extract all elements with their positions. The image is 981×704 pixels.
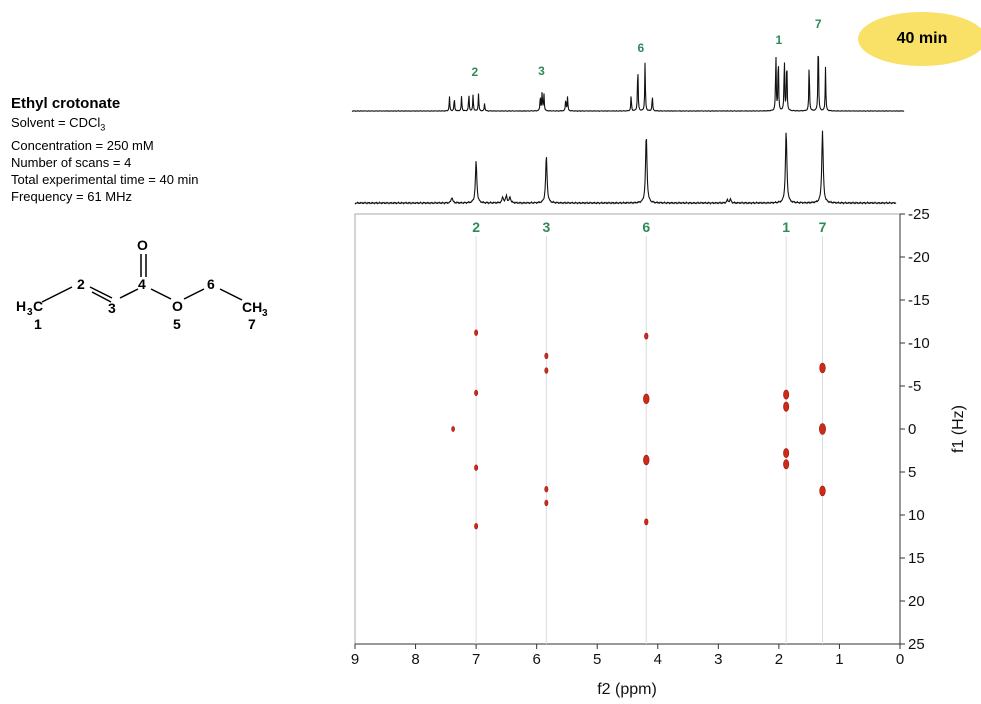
top-peak-label-1: 1	[776, 33, 783, 47]
bond-c3-c4	[119, 288, 139, 299]
peak-label-1: 1	[782, 219, 790, 235]
atom-number-1: 1	[34, 316, 42, 332]
time-badge-label: 40 min	[896, 30, 948, 47]
atom-number-6: 6	[207, 276, 215, 292]
atom-ch3-right-sub: 3	[262, 308, 268, 319]
concentration-line: Concentration = 250 mM	[11, 137, 154, 153]
y-tick-label: -5	[908, 378, 921, 395]
x-tick-label: 2	[775, 651, 783, 668]
y-tick-label: 10	[908, 507, 925, 524]
y-tick-label: 5	[908, 464, 916, 481]
jres-peak	[644, 332, 649, 340]
atom-number-4: 4	[138, 276, 146, 292]
x-tick-label: 1	[835, 651, 843, 668]
atom-o-carbonyl: O	[137, 237, 148, 253]
y-tick-label: -25	[908, 206, 930, 223]
atom-number-7: 7	[248, 316, 256, 332]
y-tick-label: -10	[908, 335, 930, 352]
atom-h-left: H	[16, 298, 26, 314]
jres-peak	[544, 352, 549, 360]
bond-c1-c2	[41, 286, 73, 303]
molecule-structure: O O H 3 C CH 3 1 2 3 4 5 6 7	[16, 237, 268, 332]
jres-peak	[643, 393, 650, 405]
jres-peak	[819, 362, 826, 374]
atom-number-2: 2	[77, 276, 85, 292]
jres-peak	[644, 518, 649, 526]
jres-peak	[544, 486, 549, 493]
jres-peak	[474, 389, 479, 397]
x-tick-label: 3	[714, 651, 722, 668]
projection-1d-spectrum	[354, 130, 897, 205]
frequency-line: Frequency = 61 MHz	[11, 188, 133, 204]
bond-c6-c7	[219, 288, 243, 301]
y-tick-label: -20	[908, 249, 930, 266]
jres-peak	[819, 485, 826, 497]
top-peak-label-2: 2	[472, 65, 479, 79]
bottom-trace-group-line	[354, 130, 897, 205]
x-tick-label: 7	[472, 651, 480, 668]
solvent-text: Solvent = CDCl	[11, 115, 101, 130]
atom-h-left-sub: 3	[27, 307, 33, 318]
x-tick-label: 0	[896, 651, 904, 668]
atom-o-ester: O	[172, 298, 183, 314]
x-tick-label: 8	[411, 651, 419, 668]
x-tick-label: 6	[532, 651, 540, 668]
scans-line: Number of scans = 4	[11, 154, 132, 170]
jres-peak	[783, 448, 790, 459]
jres-peak	[474, 464, 479, 471]
atom-number-3: 3	[108, 300, 116, 316]
bond-c2-c3-double	[91, 291, 112, 303]
top-peak-label-6: 6	[637, 41, 644, 55]
jres-peak	[451, 426, 455, 432]
solvent-subscript: 3	[100, 122, 106, 133]
y-tick-label: 20	[908, 593, 925, 610]
y-axis-label: f1 (Hz)	[950, 405, 967, 453]
jres-peak	[474, 329, 479, 336]
peak-label-6: 6	[642, 219, 650, 235]
peak-label-2: 2	[472, 219, 480, 235]
y-tick-label: 0	[908, 421, 916, 438]
y-tick-label: -15	[908, 292, 930, 309]
plot-frame	[354, 213, 901, 645]
solvent-line: Solvent = CDCl3	[11, 114, 199, 137]
peak-label-7: 7	[819, 219, 827, 235]
jres-peak	[783, 389, 790, 400]
atom-c-left: C	[33, 298, 43, 314]
top-peak-label-3: 3	[538, 64, 545, 78]
top-1d-spectrum	[351, 55, 905, 112]
time-badge: 40 min	[858, 12, 981, 66]
jres-peak	[819, 423, 826, 435]
time-line: Total experimental time = 40 min	[11, 171, 199, 187]
jres-peak	[474, 523, 479, 530]
sample-info: Ethyl crotonate Solvent = CDCl3 Concentr…	[11, 94, 199, 205]
top-peak-label-7: 7	[815, 17, 822, 31]
y-tick-label: 15	[908, 550, 925, 567]
atom-number-5: 5	[173, 316, 181, 332]
compound-title: Ethyl crotonate	[11, 95, 121, 112]
x-tick-label: 9	[351, 651, 359, 668]
bond-c2-c3	[89, 286, 113, 299]
x-axis-label: f2 (ppm)	[597, 681, 657, 698]
top-trace-group-line	[351, 55, 905, 112]
jres-peak	[544, 499, 549, 507]
bond-o5-c6	[183, 288, 205, 300]
y-tick-label: 25	[908, 636, 925, 653]
atom-ch3-right: CH	[242, 299, 262, 315]
jres-peak	[643, 454, 650, 466]
peak-label-3: 3	[542, 219, 550, 235]
jres-peak	[783, 459, 790, 470]
x-tick-label: 4	[654, 651, 662, 668]
jres-peak	[783, 401, 790, 412]
x-tick-label: 5	[593, 651, 601, 668]
jres-peak	[544, 367, 549, 374]
bond-c4-o5	[150, 288, 172, 300]
